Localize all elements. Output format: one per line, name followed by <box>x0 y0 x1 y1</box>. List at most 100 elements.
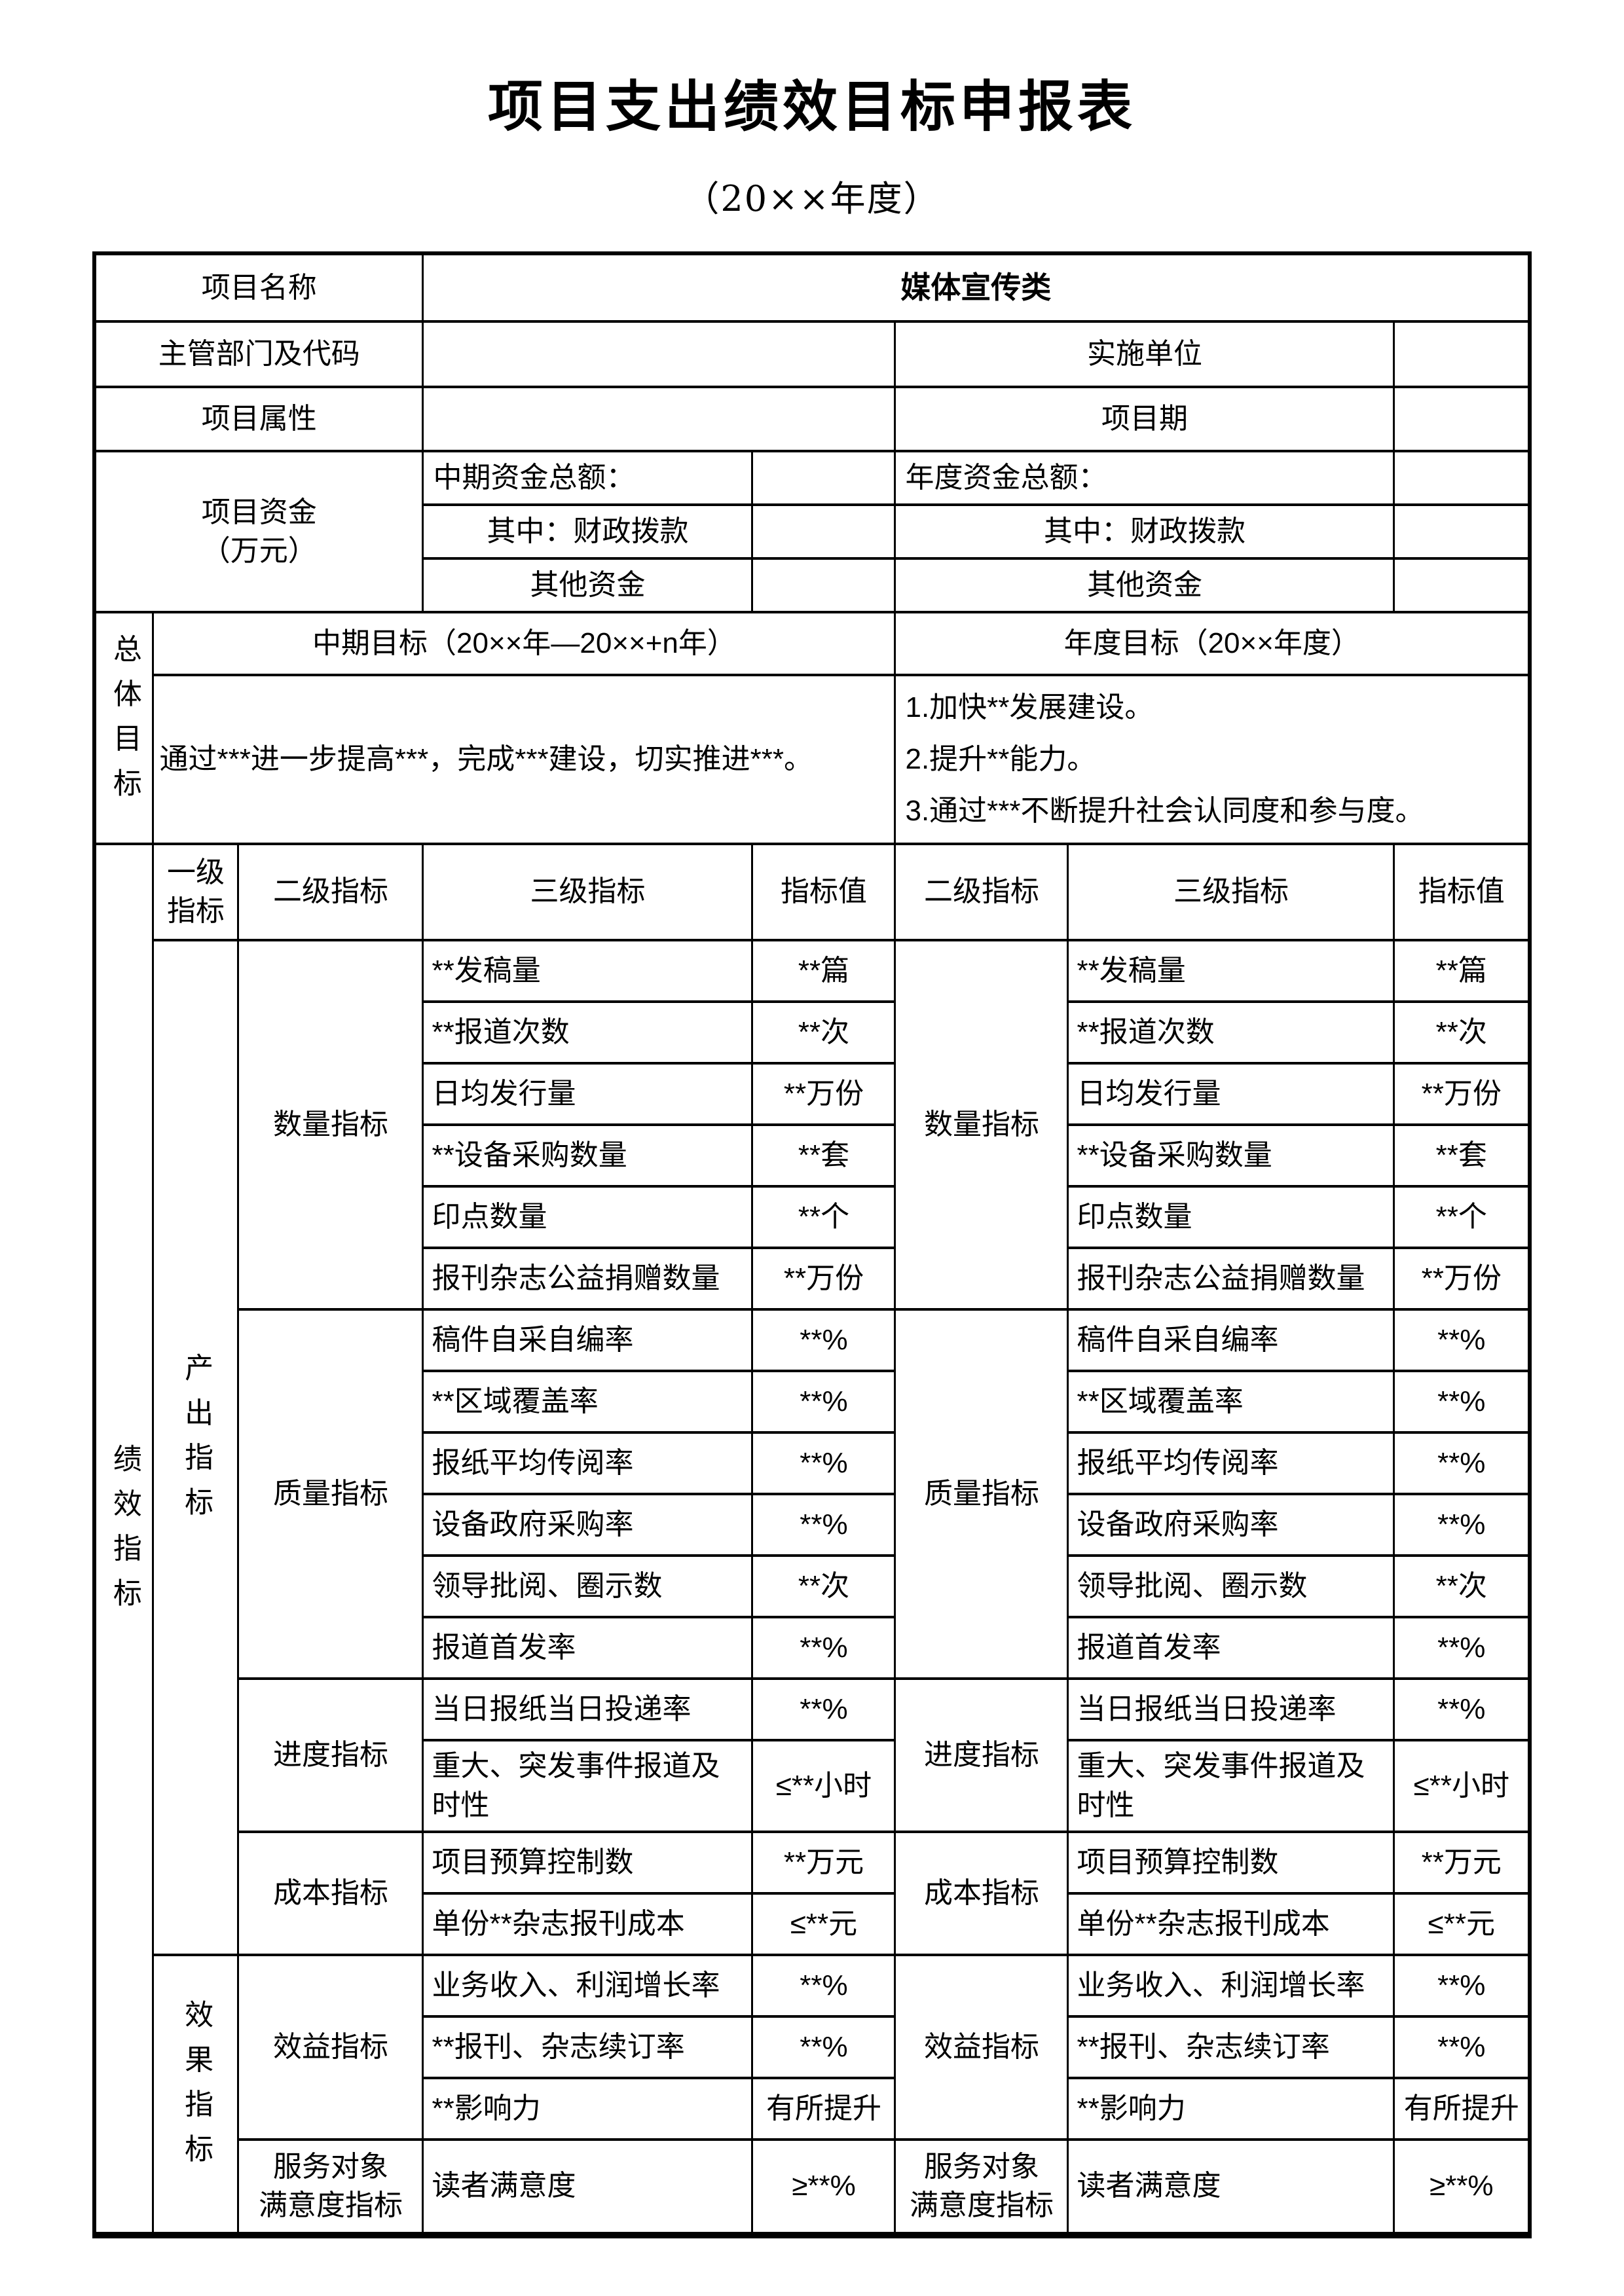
group-satisfaction-left: 服务对象 满意度指标 <box>237 2138 424 2236</box>
indicator-value: **次 <box>1393 1554 1531 1618</box>
indicator-name: **区域覆盖率 <box>1067 1369 1395 1434</box>
level1-effect-cell: 效果指标 <box>152 1953 240 2236</box>
indicator-name: **发稿量 <box>1067 938 1395 1003</box>
indicator-value: **次 <box>1393 1000 1531 1065</box>
mid-fund-total-value <box>751 450 896 506</box>
indicator-name: 读者满意度 <box>1067 2138 1395 2236</box>
indicator-name: 报刊杂志公益捐赠数量 <box>422 1246 754 1311</box>
indicator-name: 报道首发率 <box>1067 1615 1395 1680</box>
perf-indicator-label: 绩效指标 <box>108 1444 141 1623</box>
group-progress-right: 进度指标 <box>894 1677 1069 1833</box>
annual-other-fund-value <box>1393 557 1531 613</box>
overall-goal-label: 总体目标 <box>108 633 141 812</box>
indicator-value: **套 <box>1393 1123 1531 1188</box>
mid-goal-content: 通过***进一步提高***，完成***建设，切实推进***。 <box>152 674 896 845</box>
overall-goal-cell: 总体目标 <box>93 611 155 845</box>
page-subtitle: （20××年度） <box>684 178 940 219</box>
indicator-name: 稿件自采自编率 <box>422 1307 754 1372</box>
header-value-right: 指标值 <box>1393 842 1531 941</box>
header-level1: 一级指标 <box>152 842 240 941</box>
annual-other-fund-label: 其他资金 <box>894 557 1395 613</box>
mid-other-fund-label: 其他资金 <box>422 557 754 613</box>
mid-other-fund-value <box>751 557 896 613</box>
indicator-name: **发稿量 <box>422 938 754 1003</box>
indicator-name: 领导批阅、圈示数 <box>422 1554 754 1618</box>
indicator-value: **% <box>1393 1307 1531 1372</box>
impl-unit-value <box>1393 320 1531 388</box>
project-period-label: 项目期 <box>894 386 1395 452</box>
indicator-name: 报道首发率 <box>422 1615 754 1680</box>
indicator-name: 读者满意度 <box>422 2138 754 2236</box>
group-benefit-left: 效益指标 <box>237 1953 424 2141</box>
project-period-value <box>1393 386 1531 452</box>
project-attr-value <box>422 386 896 452</box>
indicator-value: **% <box>1393 1430 1531 1495</box>
indicator-name: **设备采购数量 <box>1067 1123 1395 1188</box>
impl-unit-label: 实施单位 <box>894 320 1395 388</box>
indicator-value: **% <box>751 2014 896 2079</box>
indicator-name: 当日报纸当日投递率 <box>422 1677 754 1741</box>
indicator-name: **报道次数 <box>1067 1000 1395 1065</box>
indicator-value: **万份 <box>1393 1246 1531 1311</box>
indicator-value: **% <box>1393 1953 1531 2018</box>
indicator-value: ≤**元 <box>751 1891 896 1956</box>
indicator-name: **影响力 <box>1067 2076 1395 2141</box>
indicator-value: ≥**% <box>1393 2138 1531 2236</box>
level1-output-label: 产出指标 <box>180 1353 213 1532</box>
fund-label: 项目资金 （万元） <box>93 450 424 613</box>
group-cost-right: 成本指标 <box>894 1830 1069 1956</box>
indicator-name: **报道次数 <box>422 1000 754 1065</box>
project-name-value: 媒体宣传类 <box>422 252 1531 323</box>
indicator-value: **% <box>1393 1615 1531 1680</box>
annual-fiscal-label: 其中：财政拨款 <box>894 503 1395 560</box>
indicator-name: 日均发行量 <box>422 1061 754 1126</box>
indicator-name: 单份**杂志报刊成本 <box>1067 1891 1395 1956</box>
indicator-name: 设备政府采购率 <box>1067 1492 1395 1557</box>
indicator-value: **% <box>751 1492 896 1557</box>
annual-fund-total-value <box>1393 450 1531 506</box>
indicator-value: **% <box>751 1615 896 1680</box>
annual-fund-total-label: 年度资金总额： <box>894 450 1395 506</box>
group-progress-left: 进度指标 <box>237 1677 424 1833</box>
indicator-value: **万份 <box>751 1246 896 1311</box>
indicator-value: **次 <box>751 1554 896 1618</box>
indicator-value: ≥**% <box>751 2138 896 2236</box>
indicator-name: 报刊杂志公益捐赠数量 <box>1067 1246 1395 1311</box>
indicator-name: 单份**杂志报刊成本 <box>422 1891 754 1956</box>
indicator-value: 有所提升 <box>1393 2076 1531 2141</box>
indicator-value: **% <box>1393 1677 1531 1741</box>
level1-output-cell: 产出指标 <box>152 938 240 1956</box>
declaration-table: 项目名称 媒体宣传类 主管部门及代码 实施单位 项目属性 项目期 项目资金 （万… <box>92 251 1532 2238</box>
indicator-name: 项目预算控制数 <box>1067 1830 1395 1895</box>
indicator-name: 重大、突发事件报道及时性 <box>422 1738 754 1833</box>
group-quantity-right: 数量指标 <box>894 938 1069 1311</box>
header-value-left: 指标值 <box>751 842 896 941</box>
indicator-value: ≤**元 <box>1393 1891 1531 1956</box>
indicator-value: **万元 <box>751 1830 896 1895</box>
indicator-name: **报刊、杂志续订率 <box>1067 2014 1395 2079</box>
indicator-value: ≤**小时 <box>751 1738 896 1833</box>
header-level3-left: 三级指标 <box>422 842 754 941</box>
indicator-value: **万元 <box>1393 1830 1531 1895</box>
group-quantity-left: 数量指标 <box>237 938 424 1311</box>
header-level2-left: 二级指标 <box>237 842 424 941</box>
group-benefit-right: 效益指标 <box>894 1953 1069 2141</box>
indicator-value: **篇 <box>1393 938 1531 1003</box>
indicator-name: 印点数量 <box>422 1184 754 1249</box>
indicator-name: 报纸平均传阅率 <box>1067 1430 1395 1495</box>
indicator-name: 报纸平均传阅率 <box>422 1430 754 1495</box>
indicator-name: 稿件自采自编率 <box>1067 1307 1395 1372</box>
indicator-value: ≤**小时 <box>1393 1738 1531 1833</box>
indicator-name: **影响力 <box>422 2076 754 2141</box>
header-level3-right: 三级指标 <box>1067 842 1395 941</box>
indicator-value: **% <box>751 1430 896 1495</box>
group-quality-left: 质量指标 <box>237 1307 424 1680</box>
indicator-value: **个 <box>751 1184 896 1249</box>
project-name-label: 项目名称 <box>93 252 424 323</box>
perf-indicator-cell: 绩效指标 <box>93 842 155 2236</box>
indicator-value: **% <box>751 1953 896 2018</box>
indicator-name: **报刊、杂志续订率 <box>422 2014 754 2079</box>
indicator-value: **% <box>1393 1369 1531 1434</box>
indicator-name: 重大、突发事件报道及时性 <box>1067 1738 1395 1833</box>
